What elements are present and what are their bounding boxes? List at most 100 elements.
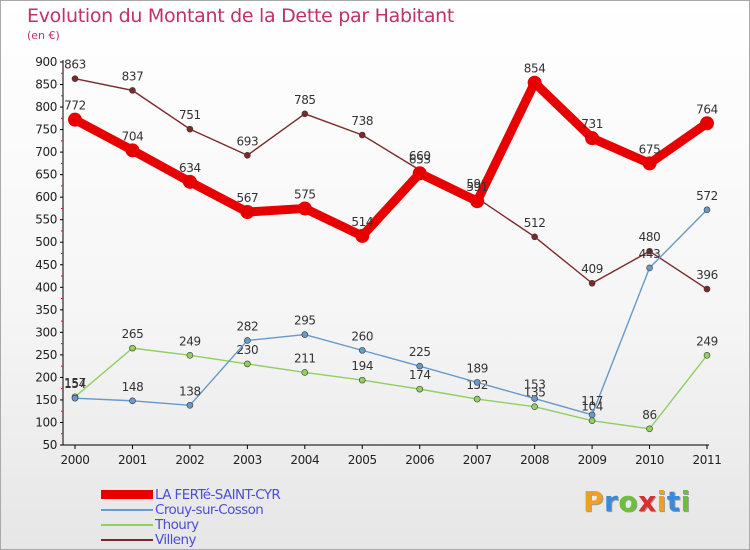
y-tick-label: 600 bbox=[35, 190, 57, 204]
data-point-villeny bbox=[71, 75, 79, 82]
data-point-villeny bbox=[531, 233, 538, 241]
x-tick-label: 2009 bbox=[578, 453, 607, 467]
data-label-villeny: 837 bbox=[122, 69, 144, 83]
logo-letter: o bbox=[618, 485, 639, 518]
data-label-la-fert-saint-cyr: 731 bbox=[581, 117, 603, 131]
data-point-thoury bbox=[646, 425, 653, 433]
data-point-la-fert-saint-cyr bbox=[527, 75, 542, 90]
data-point-la-fert-saint-cyr bbox=[700, 116, 714, 131]
data-point-villeny bbox=[129, 87, 136, 94]
data-label-villeny: 738 bbox=[351, 114, 373, 128]
y-tick-label: 300 bbox=[35, 325, 57, 339]
data-point-thoury bbox=[358, 376, 366, 384]
data-label-crouy-sur-cosson: 572 bbox=[696, 189, 718, 203]
y-tick-label: 350 bbox=[35, 303, 57, 317]
proxiti-logo: Proxiti bbox=[583, 485, 691, 518]
data-point-villeny bbox=[588, 279, 596, 287]
data-point-crouy-sur-cosson bbox=[358, 347, 366, 354]
logo-letter: i bbox=[680, 485, 691, 518]
logo-letter: i bbox=[656, 485, 667, 518]
data-point-crouy-sur-cosson bbox=[186, 402, 194, 409]
data-point-thoury bbox=[703, 352, 711, 359]
data-point-la-fert-saint-cyr bbox=[182, 174, 197, 189]
data-point-villeny bbox=[646, 247, 653, 255]
data-label-crouy-sur-cosson: 138 bbox=[179, 384, 201, 398]
data-point-la-fert-saint-cyr bbox=[125, 143, 140, 158]
data-label-thoury: 135 bbox=[524, 386, 546, 400]
y-tick-label: 800 bbox=[35, 100, 57, 114]
series-line-thoury bbox=[74, 347, 708, 430]
y-tick-label: 650 bbox=[35, 168, 57, 182]
chart-subtitle: (en €) bbox=[27, 29, 60, 42]
data-point-villeny bbox=[186, 125, 194, 133]
legend-swatch bbox=[101, 509, 153, 511]
x-tick-label: 2001 bbox=[118, 453, 147, 467]
data-point-villeny bbox=[244, 151, 251, 159]
legend-label: Villeny bbox=[155, 532, 196, 548]
legend-swatch bbox=[101, 539, 153, 541]
data-point-thoury bbox=[301, 369, 309, 376]
y-tick-label: 400 bbox=[35, 280, 57, 294]
data-point-villeny bbox=[358, 131, 366, 139]
logo-letter: x bbox=[638, 485, 657, 518]
data-point-crouy-sur-cosson bbox=[473, 379, 481, 386]
data-point-crouy-sur-cosson bbox=[301, 331, 309, 338]
y-tick-label: 500 bbox=[35, 235, 57, 249]
x-tick-label: 2006 bbox=[405, 453, 434, 467]
logo-letter: P bbox=[583, 485, 605, 518]
data-label-thoury: 104 bbox=[581, 400, 603, 414]
data-point-la-fert-saint-cyr bbox=[470, 194, 485, 209]
y-tick-label: 50 bbox=[43, 438, 57, 452]
data-label-crouy-sur-cosson: 117 bbox=[581, 394, 603, 408]
y-tick-label: 700 bbox=[35, 145, 57, 159]
data-point-la-fert-saint-cyr bbox=[412, 166, 427, 181]
x-tick-label: 2011 bbox=[693, 453, 722, 467]
data-point-la-fert-saint-cyr bbox=[68, 112, 82, 127]
data-point-villeny bbox=[703, 285, 711, 293]
x-tick-label: 2005 bbox=[348, 453, 377, 467]
y-tick-label: 150 bbox=[35, 393, 57, 407]
data-point-crouy-sur-cosson bbox=[71, 394, 79, 402]
x-tick-label: 2002 bbox=[175, 453, 204, 467]
data-label-la-fert-saint-cyr: 772 bbox=[64, 99, 86, 113]
x-tick-label: 2007 bbox=[463, 453, 492, 467]
data-label-villeny: 409 bbox=[581, 262, 603, 276]
series-line-villeny bbox=[74, 77, 708, 290]
data-label-la-fert-saint-cyr: 764 bbox=[696, 102, 718, 116]
data-point-thoury bbox=[416, 385, 424, 393]
data-label-crouy-sur-cosson: 282 bbox=[237, 319, 259, 333]
data-label-la-fert-saint-cyr: 591 bbox=[466, 180, 488, 194]
data-point-la-fert-saint-cyr bbox=[355, 228, 370, 243]
data-label-thoury: 211 bbox=[294, 351, 316, 365]
data-label-crouy-sur-cosson: 153 bbox=[524, 378, 546, 392]
data-point-villeny bbox=[301, 110, 309, 118]
data-point-crouy-sur-cosson bbox=[531, 395, 538, 402]
logo-letter: r bbox=[604, 485, 619, 518]
chart-title: Evolution du Montant de la Dette par Hab… bbox=[27, 5, 455, 27]
data-label-villeny: 751 bbox=[179, 108, 201, 122]
data-label-la-fert-saint-cyr: 575 bbox=[294, 187, 316, 201]
x-tick-label: 2000 bbox=[61, 453, 90, 467]
data-label-la-fert-saint-cyr: 675 bbox=[639, 142, 661, 156]
legend-swatch bbox=[101, 524, 153, 526]
data-label-thoury: 249 bbox=[179, 334, 201, 348]
data-label-la-fert-saint-cyr: 514 bbox=[351, 215, 373, 229]
y-tick-label: 750 bbox=[35, 123, 57, 137]
legend-label: LA FERTé-SAINT-CYR bbox=[155, 487, 281, 503]
x-tick-label: 2003 bbox=[233, 453, 262, 467]
data-point-thoury bbox=[186, 352, 194, 359]
x-tick-label: 2008 bbox=[520, 453, 549, 467]
data-point-crouy-sur-cosson bbox=[646, 264, 653, 272]
legend-label: Thoury bbox=[155, 517, 199, 533]
data-point-thoury bbox=[531, 403, 538, 411]
data-label-la-fert-saint-cyr: 567 bbox=[237, 191, 259, 205]
data-label-crouy-sur-cosson: 154 bbox=[64, 377, 86, 391]
data-label-villeny: 396 bbox=[696, 268, 718, 282]
data-point-la-fert-saint-cyr bbox=[297, 201, 312, 216]
legend-label: Crouy-sur-Cosson bbox=[155, 502, 264, 518]
series-line-la-fert-saint-cyr bbox=[70, 78, 712, 241]
data-label-crouy-sur-cosson: 295 bbox=[294, 314, 316, 328]
legend-swatch bbox=[101, 490, 153, 499]
y-tick-label: 450 bbox=[35, 258, 57, 272]
data-label-thoury: 86 bbox=[642, 408, 656, 422]
